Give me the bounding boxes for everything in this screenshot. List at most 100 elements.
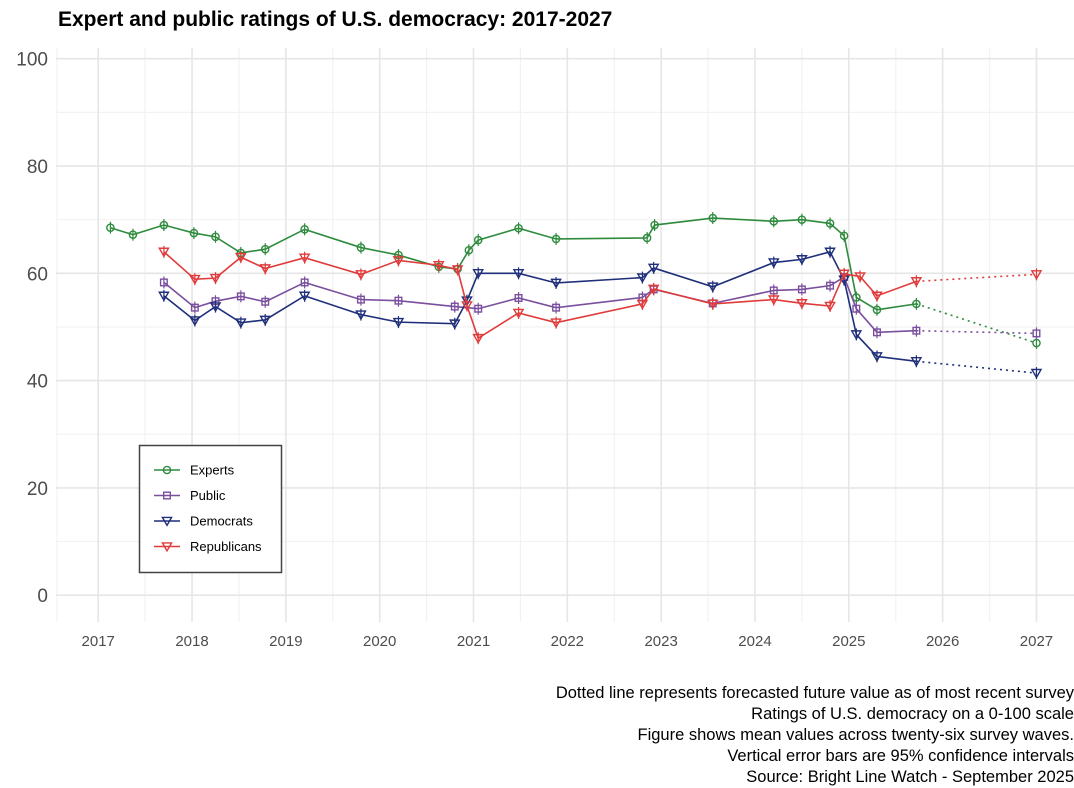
y-tick-label: 100 [16,50,48,71]
republicans-forecast-point [1030,270,1043,281]
series-republicans [158,245,1043,345]
democrats-point [472,269,485,280]
public-line [163,275,917,334]
y-tick-label: 60 [27,264,48,285]
experts-point [106,223,115,233]
y-tick-label: 40 [27,372,48,393]
experts-line [110,217,917,311]
experts-forecast-line [916,303,1037,344]
x-axis-tick-labels: 2017 2018 2019 2020 2021 2022 2023 2024 2025 2026… [82,633,1054,650]
republicans-point [512,308,525,319]
experts-point [825,219,835,228]
line-chart: 0 20 40 60 80 100 2017 2018 2019 2020 2021 2022 202… [16,48,1074,650]
experts-point [189,228,199,238]
legend-key-marker [162,465,172,475]
democrats-point [448,319,461,330]
experts-point [128,230,138,239]
democrats-point [158,291,170,302]
republicans-point [461,301,473,312]
republicans-point [838,269,850,280]
democrats-line [163,250,917,363]
democrats-point [209,302,222,313]
legend-key-marker [162,491,171,500]
x-tick-label: 2026 [926,633,959,650]
y-axis-tick-labels: 0 20 40 60 80 100 [16,50,48,607]
x-tick-label: 2022 [551,633,584,650]
experts-point [514,223,523,233]
democrats-point [767,258,780,269]
public-point [852,304,861,313]
chart-title: Expert and public ratings of U.S. democr… [58,8,613,31]
legend-label: Democrats [190,514,253,529]
republicans-point [636,299,649,310]
republicans-line [163,251,917,340]
republicans-point [259,264,272,275]
y-tick-label: 80 [27,157,48,178]
republicans-point [796,299,808,310]
republicans-point [355,270,367,281]
series-experts [106,212,1041,350]
public-point [300,278,309,287]
x-tick-label: 2024 [738,633,771,650]
democrats-point [550,278,562,289]
experts-point [464,245,474,255]
y-tick-label: 20 [27,479,48,500]
democrats-point [512,269,525,280]
public-point [236,292,245,301]
x-tick-label: 2023 [644,633,677,650]
public-point [450,302,459,311]
republicans-point [432,260,445,272]
public-point [356,295,365,304]
public-point [394,296,403,305]
democrats-point [706,282,719,293]
y-tick-label: 0 [37,586,48,607]
democrats-point [235,318,247,329]
public-point [826,281,835,290]
republicans-point [158,247,170,258]
democrats-forecast-point [1030,368,1043,379]
public-point [514,293,523,302]
experts-point [797,215,807,224]
experts-point [260,244,270,254]
legend: Experts Public Democrats Republicans [138,444,283,574]
democrats-point [392,317,405,328]
republicans-point [871,291,883,302]
republicans-point [451,265,464,276]
caption-line-waves-note: Figure shows mean values across twenty-s… [637,726,1074,744]
experts-point [211,232,220,242]
experts-point [300,225,309,234]
republicans-point [854,272,866,283]
public-point [797,285,806,294]
chart-caption: Dotted line represents forecasted future… [556,683,1074,788]
experts-point [769,216,779,226]
republicans-point [550,318,562,329]
legend-label: Republicans [190,539,262,554]
experts-point [551,234,561,244]
legend-box [138,444,283,574]
democrats-point [647,263,660,274]
republicans-point [209,273,222,284]
legend-label: Experts [190,463,235,478]
experts-forecast-point [1032,338,1041,348]
legend-item-experts: Experts [154,463,235,478]
experts-point [708,213,718,223]
legend-item-democrats: Democrats [154,514,253,529]
x-tick-label: 2018 [175,633,208,650]
democrats-point [850,330,863,341]
experts-point [473,235,483,245]
public-point [872,328,881,337]
democrats-point [259,315,272,326]
republicans-point [910,277,923,288]
democrats-point [871,352,883,363]
experts-point [356,243,366,252]
caption-line-source: Source: Bright Line Watch - September 20… [746,768,1074,786]
caption-line-scale-note: Ratings of U.S. democracy on a 0-100 sca… [751,705,1074,723]
republicans-point [767,295,780,306]
experts-point [650,220,659,230]
major-gridlines [56,48,1074,622]
legend-item-public: Public [154,488,226,503]
democrats-point [355,310,367,321]
democrats-point [910,356,923,368]
series-democrats [158,245,1043,380]
republicans-point [647,284,660,295]
